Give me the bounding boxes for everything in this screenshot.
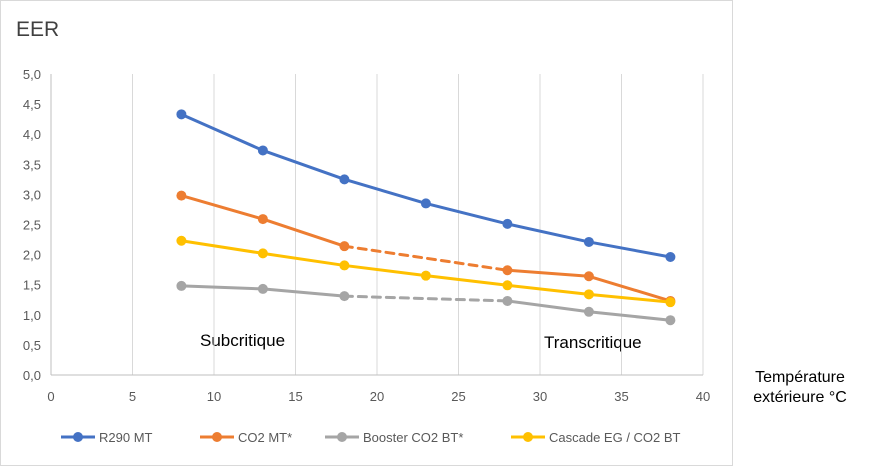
series-1-point [502, 265, 513, 276]
series-3-segment [424, 274, 509, 287]
series-1-segment [179, 194, 265, 221]
series-3-point [176, 235, 187, 246]
series-3-point [339, 260, 350, 271]
series-0-point [420, 198, 431, 209]
series-2-point [339, 291, 350, 302]
series-3-point [583, 289, 594, 300]
y-tick-label: 5,0 [23, 67, 41, 82]
y-tick-label: 3,0 [23, 187, 41, 202]
series-1-segment [505, 268, 591, 278]
y-tick-label: 0,0 [23, 368, 41, 383]
legend-3-label: Cascade EG / CO2 BT [549, 430, 681, 445]
x-tick-label: 15 [288, 389, 302, 404]
annotation-subcritique: Subcritique [200, 331, 286, 350]
legend-2-label: Booster CO2 BT* [363, 430, 463, 445]
series-0-segment [587, 240, 672, 259]
x-tick-label: 30 [533, 389, 547, 404]
legend-0-label: R290 MT [99, 430, 153, 445]
y-tick-label: 1,5 [23, 278, 41, 293]
series-1-point [583, 271, 594, 282]
series-2-point [502, 295, 513, 306]
series-2-segment [505, 299, 591, 314]
x-tick-label: 5 [129, 389, 136, 404]
legend-2-marker [337, 432, 347, 442]
series-3-segment [505, 283, 591, 296]
series-2-point [176, 280, 187, 291]
y-tick-label: 4,5 [23, 97, 41, 112]
y-tick-label: 3,5 [23, 157, 41, 172]
y-tick-label: 2,5 [23, 218, 41, 233]
y-tick-label: 1,0 [23, 308, 41, 323]
x-tick-label: 25 [451, 389, 465, 404]
series-3-point [665, 297, 676, 308]
legend-3-marker [523, 432, 533, 442]
x-tick-label: 10 [207, 389, 221, 404]
y-tick-label: 0,5 [23, 338, 41, 353]
series-0-point [502, 218, 513, 229]
series-0-segment [505, 222, 591, 244]
x-axis-label-line-2: extérieure °C [753, 389, 847, 406]
series-3-point [420, 270, 431, 281]
series-1-segment [342, 244, 509, 272]
legend-0-marker [73, 432, 83, 442]
series-0-point [176, 109, 187, 120]
series-1-segment [587, 274, 672, 303]
legend-1-marker [212, 432, 222, 442]
x-tick-label: 40 [696, 389, 710, 404]
x-axis-label: Température extérieure °C [733, 368, 867, 408]
series-1-point [257, 214, 268, 225]
series-0-segment [261, 148, 346, 181]
chart-area [0, 0, 733, 466]
series-0-point [257, 145, 268, 156]
series-0-segment [342, 177, 428, 205]
series-3-point [502, 280, 513, 291]
series-3-segment [587, 292, 672, 304]
series-2-segment [587, 310, 672, 322]
series-2-segment [179, 284, 265, 291]
x-tick-label: 0 [47, 389, 54, 404]
annotation-transcritique: Transcritique [544, 333, 642, 352]
y-axis-label: EER [16, 18, 60, 41]
series-3-point [257, 248, 268, 259]
series-2-segment [261, 287, 346, 298]
series-1-point [176, 190, 187, 201]
x-axis-label-line-1: Température [755, 369, 845, 386]
series-1-point [339, 241, 350, 252]
series-3-segment [179, 239, 265, 255]
series-0-segment [424, 201, 509, 226]
series-2-segment [342, 294, 509, 303]
series-0-segment [179, 112, 265, 152]
series-0-point [665, 252, 676, 263]
series-1-segment [261, 217, 346, 248]
series-2-point [665, 315, 676, 326]
legend-1-label: CO2 MT* [238, 430, 292, 445]
x-tick-label: 20 [370, 389, 384, 404]
y-tick-label: 2,0 [23, 248, 41, 263]
series-2-point [257, 283, 268, 294]
x-tick-label: 35 [614, 389, 628, 404]
series-0-point [583, 236, 594, 247]
series-3-segment [261, 251, 346, 267]
series-0-point [339, 174, 350, 185]
series-3-segment [342, 263, 428, 278]
series-2-point [583, 306, 594, 317]
y-tick-label: 4,0 [23, 127, 41, 142]
